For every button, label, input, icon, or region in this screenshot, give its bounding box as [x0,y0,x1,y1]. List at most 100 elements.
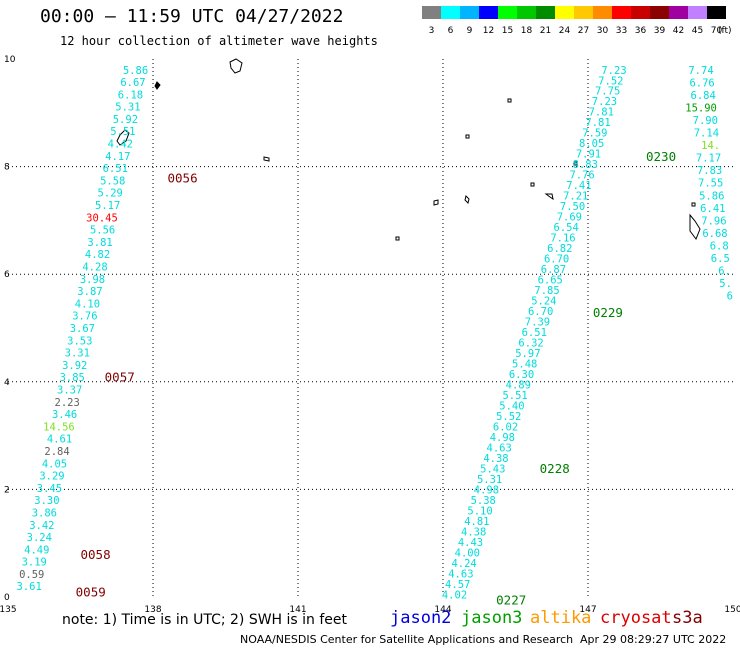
legend-label: 6 [447,26,454,36]
wave-height-value: 5.51 [502,390,527,402]
wave-height-value: 7.81 [585,117,610,129]
wave-height-value: 6 [727,291,733,303]
wave-height-value: 5.24 [531,296,556,308]
legend-label: 21 [539,26,552,36]
wave-height-value: 6.87 [541,264,566,276]
wave-height-value: 7.85 [534,285,559,297]
legend-label: 30 [596,26,609,36]
pass-time-label: 0230 [646,149,676,164]
wave-height-value: 3.81 [87,237,112,249]
legend-label: 33 [615,26,628,36]
wave-height-value: 5.17 [95,200,120,212]
wave-height-value: 3.29 [39,471,64,483]
wave-height-value: 7.96 [701,215,726,227]
legend-label: 27 [577,26,590,36]
wave-height-value: 5.31 [477,474,502,486]
wave-height-value: 6.5 [711,253,730,265]
wave-height-value: 5.43 [480,463,505,475]
wave-height-value: 3.53 [67,335,92,347]
wave-height-value: 3.30 [34,495,59,507]
legend-swatch [422,6,441,19]
island [116,129,130,146]
legend-label: 70 [710,26,723,36]
wave-height-value: 4.98 [474,484,499,496]
wave-height-value: 6.41 [700,203,725,215]
wave-height-value: 5.29 [98,188,123,200]
wave-height-value: 15.90 [685,102,717,114]
wave-height-value: 2.84 [44,446,69,458]
legend-swatch [517,6,536,19]
wave-height-value: 3.61 [17,581,42,593]
wave-height-value: 8.05 [579,138,604,150]
legend-label: 42 [672,26,685,36]
wave-height-value: 6.18 [118,89,143,101]
wave-height-value: 4.38 [461,526,486,538]
legend-swatch [669,6,688,19]
wave-height-value: 7.91 [576,149,601,161]
pass-time-label: 0059 [76,585,106,600]
wave-height-value: 8.83 [573,159,598,171]
wave-height-value: 3.98 [80,274,105,286]
lat-tick-label: 6 [4,270,10,280]
wave-height-value: 4.49 [24,544,49,556]
legend-label: 3 [428,26,435,36]
legend-label: 15 [501,26,514,36]
wave-height-value: 7.39 [525,317,550,329]
wave-height-value: 6.02 [493,421,518,433]
legend-label: 9 [466,26,473,36]
wave-height-value: 6.70 [528,306,553,318]
island [464,195,470,204]
lon-tick-label: 141 [289,605,306,615]
credit-line: NOAA/NESDIS Center for Satellite Applica… [240,633,574,646]
wave-height-value: 7.81 [589,107,614,119]
wave-height-value: 6.8 [710,241,729,253]
legend-swatch [650,6,669,19]
wave-height-value: 4.28 [82,262,107,274]
wave-height-value: 4.38 [483,453,508,465]
wave-height-value: 7.69 [557,212,582,224]
wave-height-value: 3.42 [29,520,54,532]
lat-tick-label: 0 [4,593,10,603]
wave-height-value: 14.56 [43,421,75,433]
wave-height-value: 5.92 [113,114,138,126]
legend-swatch [479,6,498,19]
legend-swatch [536,6,555,19]
wave-height-value: 6.76 [689,77,714,89]
wave-height-value: 6.68 [702,228,727,240]
map-subtitle: 12 hour collection of altimeter wave hei… [60,34,378,48]
legend-label: 39 [653,26,666,36]
lat-tick-label: 8 [4,163,10,173]
pass-time-label: 0228 [540,461,570,476]
wave-height-value: 5.52 [496,411,521,423]
wave-height-value: 4.10 [75,298,100,310]
legend-swatch [574,6,593,19]
lon-tick-label: 147 [579,605,596,615]
satellite-cryosat: cryosat [600,608,672,628]
wave-height-value: 6.70 [544,254,569,266]
legend-swatch [441,6,460,19]
wave-height-value: 14. [701,140,720,152]
footnote: note: 1) Time is in UTC; 2) SWH is in fe… [62,612,348,628]
wave-height-value: 3.37 [57,384,82,396]
islands [116,58,701,241]
wave-height-value: 7.50 [560,201,585,213]
wave-height-value: 7.52 [598,75,623,87]
wave-height-value: 7.74 [688,65,713,77]
legend-unit: (ft) [718,26,732,36]
wave-height-value: 4.63 [487,442,512,454]
wave-height-value: 5.97 [515,348,540,360]
lat-tick-label: 2 [4,485,10,495]
wave-height-value: 3.85 [60,372,85,384]
wave-height-value: 5.48 [512,359,537,371]
wave-height-value: 5.86 [123,65,148,77]
legend-swatch [555,6,574,19]
lon-tick-label: 135 [0,605,17,615]
legend-label: 24 [558,26,571,36]
wave-height-value: 3.24 [27,532,52,544]
island [154,81,161,90]
wave-height-value: 6.67 [120,77,145,89]
island [263,156,270,162]
wave-height-value: 3.92 [62,360,87,372]
wave-height-value: 5.56 [90,225,115,237]
wave-height-value: 4.81 [464,516,489,528]
